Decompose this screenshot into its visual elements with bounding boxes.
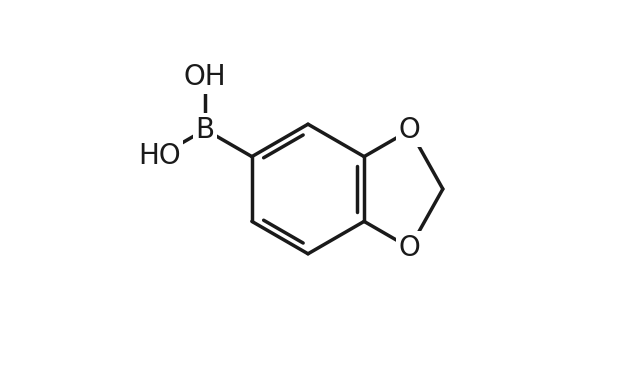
Text: B: B — [196, 116, 214, 144]
Text: HO: HO — [138, 142, 180, 170]
Text: O: O — [399, 116, 420, 144]
Text: O: O — [399, 234, 420, 262]
Text: OH: OH — [184, 63, 227, 91]
